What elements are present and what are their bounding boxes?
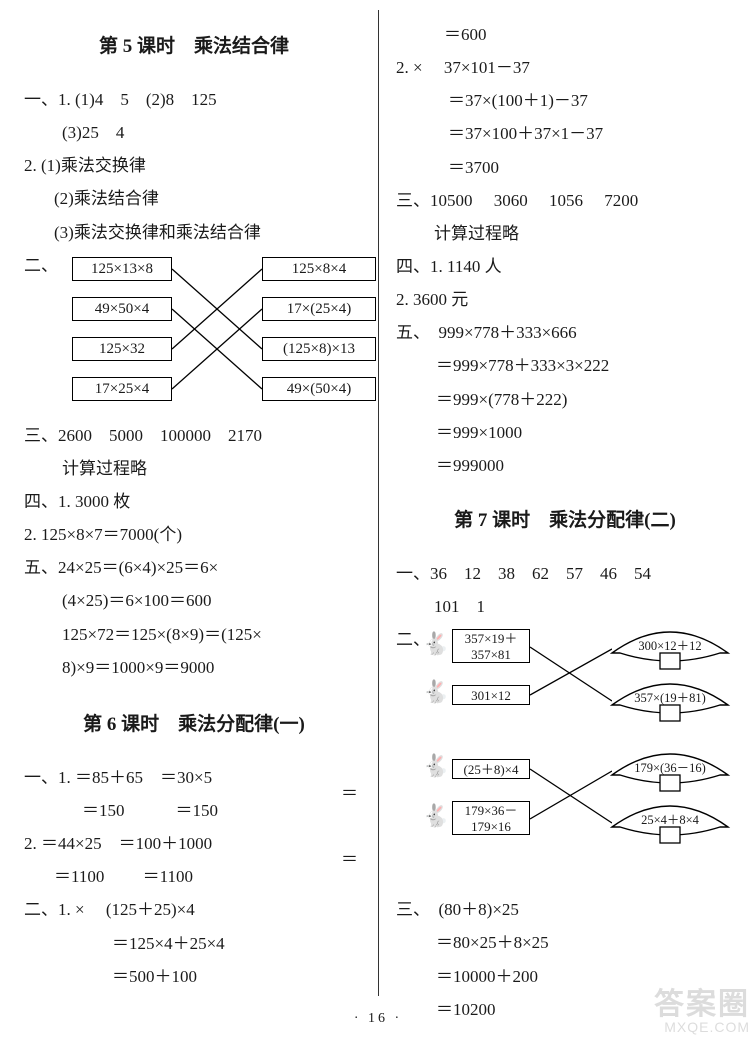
text-line: ＝600 xyxy=(396,18,734,51)
matching-diagram-2: 🐇 357×19＋ 357×81 🐇 301×12 🐇 (25＋8)×4 🐇 1… xyxy=(422,623,734,893)
watermark-url: MXQE.COM xyxy=(654,1020,750,1034)
text-line: 2. (1)乘法交换律 xyxy=(24,149,364,182)
text-line: ＝3700 xyxy=(396,151,734,184)
match-box: 49×(50×4) xyxy=(262,377,376,401)
text-line: ＝37×100＋37×1－37 xyxy=(396,117,734,150)
match-box: 49×50×4 xyxy=(72,297,172,321)
lesson7-heading: 第 7 课时 乘法分配律(二) xyxy=(396,502,734,539)
match-box: (25＋8)×4 xyxy=(452,759,530,779)
text-line: 计算过程略 xyxy=(24,452,364,485)
text-line: (2)乘法结合律 xyxy=(24,182,364,215)
text-line: 一、36 12 38 62 57 46 54 xyxy=(396,557,734,590)
rabbit-icon: 🐇 xyxy=(422,681,450,709)
mushroom-icon: 25×4＋8×4 xyxy=(608,803,732,847)
box-text: 357×81 xyxy=(471,647,511,662)
box-text: 357×19＋ xyxy=(465,631,518,646)
text-line: 四、1. 3000 枚 xyxy=(24,485,364,518)
text-line: 125×72＝125×(8×9)＝(125× xyxy=(24,618,364,651)
text-line: 计算过程略 xyxy=(396,217,734,250)
text-line: 四、1. 1140 人 xyxy=(396,250,734,283)
text-line: (3)25 4 xyxy=(24,116,364,149)
match-lines-svg xyxy=(530,623,612,853)
box-text: 179×16 xyxy=(471,819,511,834)
box-text: 179×36－ xyxy=(465,803,518,818)
text-line: (4×25)＝6×100＝600 xyxy=(24,584,364,617)
text-line: 2. 125×8×7＝7000(个) xyxy=(24,518,364,551)
watermark-title: 答案圈 xyxy=(654,990,750,1020)
mushroom-icon: 179×(36－16) xyxy=(608,751,732,795)
matching-diagram-1: 125×13×8 49×50×4 125×32 17×25×4 125×8×4 … xyxy=(72,249,364,419)
text-line: 8)×9＝1000×9＝9000 xyxy=(24,651,364,684)
mushroom-icon: 357×(19＋81) xyxy=(608,681,732,725)
text-line: ＝125×4＋25×4 xyxy=(24,927,364,960)
match-box: 125×13×8 xyxy=(72,257,172,281)
text-line: ＝80×25＋8×25 xyxy=(396,926,734,959)
match-box: 301×12 xyxy=(452,685,530,705)
text-line: ＝1100 ＝1100 xyxy=(24,860,364,893)
text-line: 五、 999×778＋333×666 xyxy=(396,316,734,349)
text-line: (3)乘法交换律和乘法结合律 xyxy=(24,216,364,249)
mushroom-icon: 300×12＋12 xyxy=(608,629,732,673)
lesson6-heading: 第 6 课时 乘法分配律(一) xyxy=(24,706,364,743)
lesson5-heading: 第 5 课时 乘法结合律 xyxy=(24,28,364,65)
text-line: 二、1. × (125＋25)×4 xyxy=(24,893,364,926)
text-line: ＝999×(778＋222) xyxy=(396,383,734,416)
text-line: 三、10500 3060 1056 7200 xyxy=(396,184,734,217)
left-column: 第 5 课时 乘法结合律 一、1. (1)4 5 (2)8 125 (3)25 … xyxy=(0,0,378,1000)
text-line: 三、 (80＋8)×25 xyxy=(396,893,734,926)
section-label: 二、 xyxy=(396,623,422,893)
text-line: 2. × 37×101－37 xyxy=(396,51,734,84)
rabbit-icon: 🐇 xyxy=(422,755,450,783)
match-box: 179×36－ 179×16 xyxy=(452,801,530,835)
text-line: ＝150 ＝150 xyxy=(24,794,364,827)
text-line: 2. 3600 元 xyxy=(396,283,734,316)
watermark: 答案圈 MXQE.COM xyxy=(654,990,750,1034)
mushroom-label: 300×12＋12 xyxy=(614,639,726,653)
text-line: 五、24×25＝(6×4)×25＝6× xyxy=(24,551,364,584)
mushroom-label: 357×(19＋81) xyxy=(614,691,726,705)
text-line: ＝500＋100 xyxy=(24,960,364,993)
match-lines-svg xyxy=(172,249,262,409)
section-label: 二、 xyxy=(24,249,48,419)
text-line: 2. ＝44×25 ＝100＋1000 xyxy=(24,827,364,860)
match-box: 17×(25×4) xyxy=(262,297,376,321)
text-line: ＝999000 xyxy=(396,449,734,482)
text-line: 一、1. (1)4 5 (2)8 125 xyxy=(24,83,364,116)
text-line: ＝37×(100＋1)－37 xyxy=(396,84,734,117)
text-eq: ＝ xyxy=(341,777,358,810)
match-box: 357×19＋ 357×81 xyxy=(452,629,530,663)
text-line: ＝999×778＋333×3×222 xyxy=(396,349,734,382)
page-number: · 16 · xyxy=(0,1005,756,1032)
text-line: 101 1 xyxy=(396,590,734,623)
text-line: ＝999×1000 xyxy=(396,416,734,449)
text-line: 三、2600 5000 100000 2170 xyxy=(24,419,364,452)
text-eq: ＝ xyxy=(341,843,358,876)
match-box: (125×8)×13 xyxy=(262,337,376,361)
right-column: ＝600 2. × 37×101－37 ＝37×(100＋1)－37 ＝37×1… xyxy=(378,0,756,1000)
match-box: 17×25×4 xyxy=(72,377,172,401)
mushroom-label: 25×4＋8×4 xyxy=(614,813,726,827)
match-box: 125×8×4 xyxy=(262,257,376,281)
mushroom-label: 179×(36－16) xyxy=(614,761,726,775)
match-box: 125×32 xyxy=(72,337,172,361)
page: 第 5 课时 乘法结合律 一、1. (1)4 5 (2)8 125 (3)25 … xyxy=(0,0,756,1000)
rabbit-icon: 🐇 xyxy=(422,805,450,833)
rabbit-icon: 🐇 xyxy=(422,633,450,661)
text-line: 一、1. ＝85＋65 ＝30×5 xyxy=(24,761,364,794)
